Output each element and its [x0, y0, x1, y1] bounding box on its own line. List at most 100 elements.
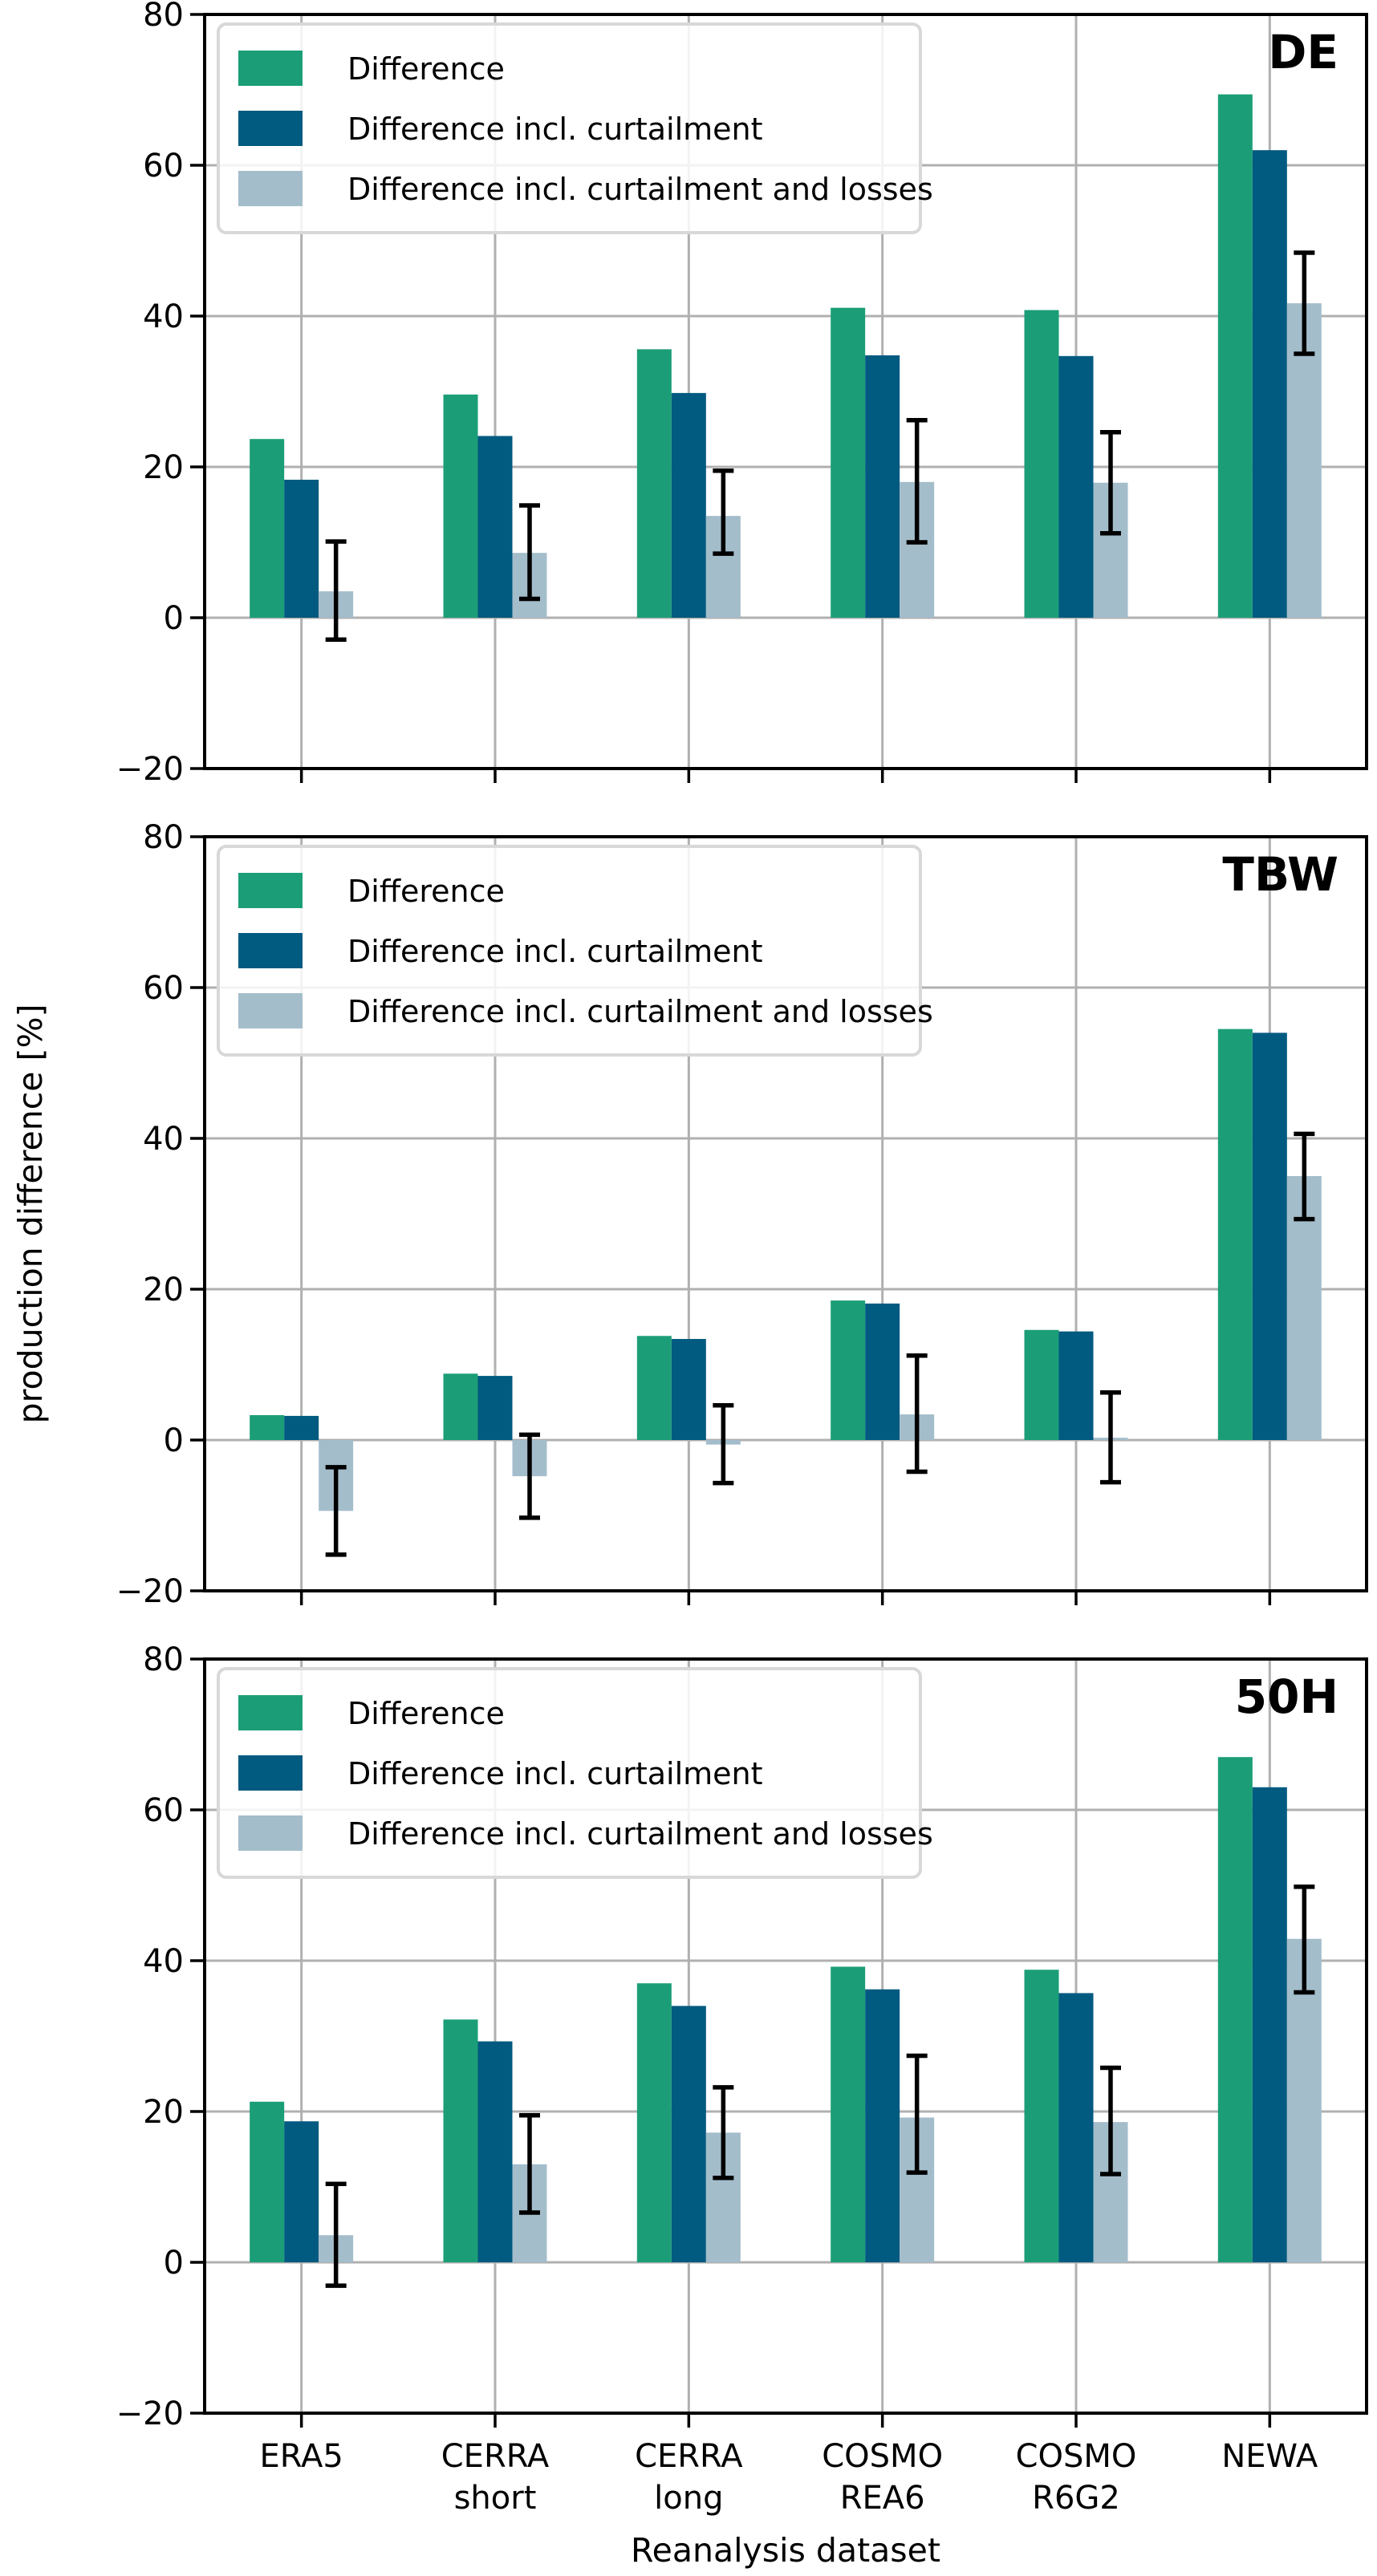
- error-bar: [1100, 430, 1121, 536]
- bar-series1-cosmo-r6g2: [1024, 1970, 1059, 2262]
- y-tick-label: −20: [116, 2395, 184, 2432]
- legend-label: Difference: [347, 874, 505, 909]
- y-tick-label: 80: [143, 819, 184, 856]
- bar-series1-newa: [1217, 94, 1253, 618]
- bar-series1-cosmo-r6g2: [1024, 1329, 1059, 1440]
- y-tick-label: 20: [143, 449, 184, 486]
- legend: Difference Difference incl. curtailment Di…: [217, 845, 933, 1057]
- error-bar: [906, 1353, 928, 1475]
- legend-label: Difference incl. curtailment: [347, 112, 763, 147]
- bar-series2-era5: [284, 1415, 319, 1440]
- legend-swatch-2-icon: [238, 1755, 303, 1791]
- y-tick-label: 60: [143, 148, 184, 185]
- panel-tag: TBW: [1222, 847, 1338, 902]
- y-tick-label: 20: [143, 2094, 184, 2131]
- legend-swatch-1-icon: [238, 51, 303, 86]
- bar-series2-cerra-long: [671, 1339, 706, 1440]
- bar-series2-cerra-long: [671, 2006, 706, 2262]
- y-tick-label: 80: [143, 0, 184, 34]
- y-tick-label: 40: [143, 1121, 184, 1158]
- bar-series1-era5: [250, 1414, 285, 1440]
- y-tick-label: −20: [116, 1573, 184, 1610]
- error-bar: [1294, 1131, 1315, 1222]
- bar-series2-cerra-short: [477, 2041, 513, 2262]
- y-tick-label: 60: [143, 970, 184, 1007]
- error-bar: [1100, 1390, 1121, 1485]
- panel-TBW: 80 60 40 20 0 −20 Difference Difference incl. c…: [116, 819, 1368, 1610]
- bar-series2-cosmo-r6g2: [1058, 1331, 1094, 1440]
- legend-label: Difference incl. curtailment: [347, 934, 763, 969]
- error-bar: [325, 2181, 347, 2288]
- panel-50H: 80 60 40 20 0 −20 Difference Difference incl. c…: [116, 1641, 1368, 2432]
- x-tick-label: R6G2: [1032, 2480, 1120, 2517]
- legend-label: Difference: [347, 1696, 505, 1731]
- x-tick-label: short: [454, 2480, 537, 2517]
- x-tick-label: CERRA: [635, 2438, 743, 2475]
- panel-tag: 50H: [1235, 1669, 1338, 1724]
- bar-series1-cosmo-rea6: [831, 1966, 866, 2262]
- x-tick-label: COSMO: [822, 2438, 943, 2475]
- y-tick-label: 0: [164, 2245, 184, 2282]
- bar-series1-cerra-long: [636, 1983, 672, 2262]
- bar-series2-newa: [1252, 150, 1287, 618]
- error-bar: [1294, 1884, 1315, 1995]
- error-bar: [519, 2112, 540, 2215]
- bar-series2-cosmo-r6g2: [1058, 1993, 1094, 2262]
- bar-series2-cosmo-r6g2: [1058, 355, 1094, 618]
- legend-swatch-1-icon: [238, 1695, 303, 1730]
- x-tick-label: NEWA: [1221, 2438, 1318, 2475]
- legend-box: [217, 22, 922, 234]
- error-bar: [713, 468, 734, 556]
- bar-series2-cosmo-rea6: [865, 355, 900, 618]
- bar-series1-cerra-short: [443, 2019, 478, 2262]
- bar-series2-cerra-short: [477, 1376, 513, 1440]
- error-bar: [1294, 250, 1315, 356]
- bar-series1-era5: [250, 439, 285, 618]
- bar-series2-newa: [1252, 1032, 1287, 1440]
- legend-label: Difference: [347, 51, 505, 87]
- legend: Difference Difference incl. curtailment Di…: [217, 1667, 933, 1879]
- legend-swatch-3-icon: [238, 1815, 303, 1851]
- bar-series1-newa: [1217, 1028, 1253, 1440]
- x-tick-label: ERA5: [260, 2438, 343, 2475]
- y-tick-label: 0: [164, 1422, 184, 1459]
- x-tick-label: long: [654, 2480, 723, 2517]
- bar-series1-cosmo-r6g2: [1024, 310, 1059, 618]
- x-tick-label: REA6: [840, 2480, 925, 2517]
- legend-swatch-3-icon: [238, 171, 303, 206]
- bar-series2-era5: [284, 479, 319, 618]
- error-bar: [519, 1432, 540, 1520]
- legend: Difference Difference incl. curtailment Di…: [217, 22, 933, 234]
- y-tick-label: 20: [143, 1272, 184, 1308]
- y-tick-label: 80: [143, 1641, 184, 1678]
- bar-series1-newa: [1217, 1757, 1253, 2262]
- legend-swatch-3-icon: [238, 993, 303, 1028]
- error-bar: [906, 417, 928, 545]
- bar-series1-cerra-long: [636, 349, 672, 618]
- bar-series2-cerra-short: [477, 436, 513, 618]
- legend-label: Difference incl. curtailment and losses: [347, 1816, 933, 1852]
- panel-tag: DE: [1268, 25, 1338, 79]
- error-bar: [1100, 2065, 1121, 2176]
- error-bar: [325, 1465, 347, 1557]
- bar-series1-cerra-short: [443, 1373, 478, 1440]
- legend-label: Difference incl. curtailment: [347, 1756, 763, 1791]
- axis-spine: [203, 1657, 1368, 2415]
- legend-label: Difference incl. curtailment and losses: [347, 172, 933, 207]
- axis-spine: [203, 13, 1368, 770]
- legend-swatch-2-icon: [238, 933, 303, 968]
- legend-swatch-1-icon: [238, 873, 303, 908]
- error-bar: [325, 539, 347, 643]
- bar-series2-cosmo-rea6: [865, 1989, 900, 2262]
- bar-series2-cerra-long: [671, 392, 706, 618]
- legend-box: [217, 1667, 922, 1879]
- legend-swatch-2-icon: [238, 111, 303, 146]
- bar-series2-newa: [1252, 1787, 1287, 2262]
- x-tick-label: COSMO: [1016, 2438, 1137, 2475]
- bar-series2-era5: [284, 2121, 319, 2262]
- y-tick-label: 0: [164, 600, 184, 637]
- y-tick-label: 40: [143, 298, 184, 335]
- bar-series1-era5: [250, 2101, 285, 2262]
- error-bar: [713, 2085, 734, 2180]
